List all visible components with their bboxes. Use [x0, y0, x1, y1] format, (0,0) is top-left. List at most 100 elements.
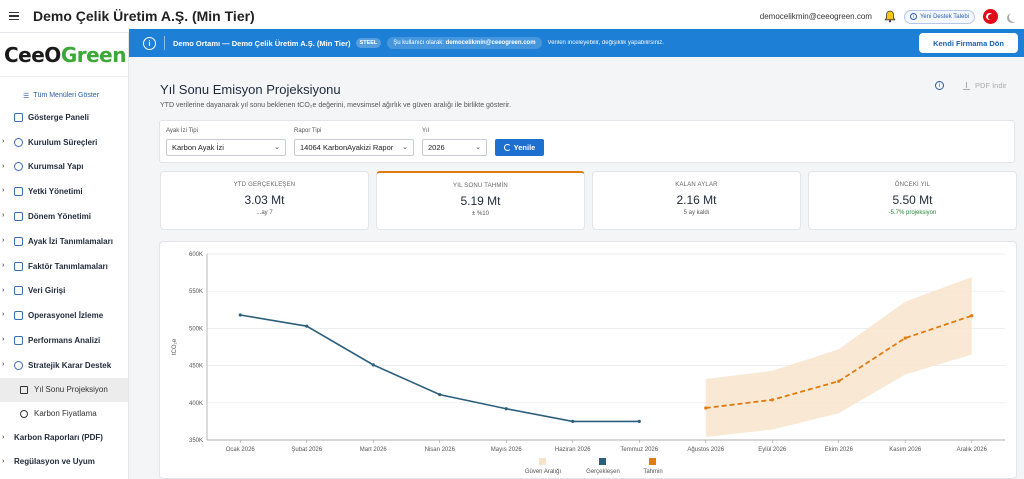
info-icon[interactable]: i: [935, 81, 944, 90]
report-type-select[interactable]: 14064 KarbonAyakizi Rapor ⌄: [294, 139, 414, 156]
sidebar-item[interactable]: › Dönem Yönetimi: [0, 204, 128, 229]
sidebar-item-label: Kurumsal Yapı: [28, 162, 84, 172]
legend-swatch: [649, 458, 656, 465]
refresh-icon: [503, 144, 511, 151]
kpi-value: 3.03 Mt: [244, 193, 285, 207]
sidebar-subitem[interactable]: Karbon Fiyatlama: [0, 402, 128, 426]
y-tick-label: 400K: [189, 401, 203, 407]
gear-icon: [14, 162, 23, 172]
hamburger-menu-icon[interactable]: [5, 8, 27, 25]
y-tick-label: 550K: [189, 289, 203, 295]
new-support-ticket-button[interactable]: i Yeni Destek Talebi: [903, 9, 975, 24]
year-label: Yıl: [422, 128, 430, 134]
chevron-right-icon: ›: [2, 311, 5, 319]
pdf-download-button[interactable]: PDF İndir: [963, 81, 1007, 90]
top-bar: Demo Çelik Üretim A.Ş. (Min Tier) democe…: [0, 0, 1024, 33]
kpi-value: 2.16 Mt: [676, 193, 717, 207]
sidebar-item-label: Karbon Raporları (PDF): [14, 433, 103, 443]
calendar-icon: [14, 212, 23, 222]
turkish-flag-icon[interactable]: [983, 9, 998, 24]
actual-point[interactable]: [238, 313, 242, 317]
banner-title: Demo Ortamı — Demo Çelik Üretim A.Ş. (Mi…: [173, 38, 351, 48]
gear-icon: [14, 137, 23, 147]
sidebar-item[interactable]: › Yetki Yönetimi: [0, 179, 128, 204]
list-icon: [20, 385, 28, 394]
kpi-sub: 5 ay kaldı: [683, 210, 710, 216]
x-tick-label: Ocak 2026: [226, 447, 256, 453]
sidebar-item-label: Operasyonel İzleme: [28, 311, 104, 321]
monitor-icon: [14, 311, 23, 321]
logo[interactable]: CeeOGreen: [0, 33, 128, 77]
chevron-right-icon: ›: [2, 286, 5, 294]
report-type-label: Rapor Tipi: [294, 128, 322, 134]
sidebar-item[interactable]: › Faktör Tanımlamaları: [0, 254, 128, 279]
kpi-card-previous-year: ÖNCEKİ YIL 5.50 Mt -5.7% projeksiyon: [808, 171, 1017, 230]
report-type-value: 14064 KarbonAyakizi Rapor: [300, 143, 394, 152]
forecast-point[interactable]: [704, 406, 708, 410]
x-tick-label: Eylül 2026: [758, 447, 787, 453]
year-select[interactable]: 2026 ⌄: [422, 139, 487, 156]
forecast-point[interactable]: [970, 314, 974, 318]
legend-label[interactable]: Güven Aralığı: [525, 469, 562, 475]
bell-icon[interactable]: [884, 10, 896, 23]
sidebar-subitem[interactable]: Yıl Sonu Projeksiyon: [0, 377, 128, 402]
y-tick-label: 500K: [189, 326, 203, 332]
home-icon: [14, 112, 23, 122]
sidebar-item[interactable]: › Kurulum Süreçleri: [0, 130, 128, 155]
sidebar-item[interactable]: › Performans Analizi: [0, 328, 128, 353]
forecast-point[interactable]: [837, 379, 841, 383]
actual-point[interactable]: [305, 324, 309, 328]
chevron-down-icon: ⌄: [274, 144, 280, 151]
forecast-point[interactable]: [903, 336, 907, 340]
chevron-right-icon: ›: [2, 137, 5, 145]
forecast-point[interactable]: [770, 398, 774, 402]
kpi-card-remaining-months: KALAN AYLAR 2.16 Mt 5 ay kaldı: [592, 171, 801, 230]
moon-icon[interactable]: [1009, 12, 1019, 22]
user-email[interactable]: democelikmin@ceeogreen.com: [759, 12, 872, 21]
actual-point[interactable]: [438, 393, 442, 397]
actual-point[interactable]: [504, 407, 508, 411]
info-icon: i: [143, 36, 156, 50]
support-label: Yeni Destek Talebi: [919, 13, 969, 20]
pill-email: democelikmin@ceeogreen.com: [445, 40, 536, 46]
sidebar-item[interactable]: › Ayak İzi Tanımlamaları: [0, 229, 128, 254]
footprint-type-select[interactable]: Karbon Ayak İzi ⌄: [166, 139, 286, 156]
show-all-menus-button[interactable]: ☰ Tüm Menüleri Göster: [0, 77, 128, 105]
sidebar-item-label: Veri Girişi: [28, 286, 66, 296]
kpi-value: 5.50 Mt: [892, 193, 933, 207]
actual-point[interactable]: [371, 363, 375, 367]
sidebar-item[interactable]: › Stratejik Karar Destek: [0, 353, 128, 378]
refresh-button[interactable]: Yenile: [495, 139, 544, 156]
sidebar-item-regulation[interactable]: › Regülasyon ve Uyum: [0, 450, 128, 474]
speedometer-icon: [14, 336, 23, 346]
chevron-right-icon: ›: [2, 212, 5, 220]
show-all-menus-label: Tüm Menüleri Göster: [33, 92, 100, 99]
sidebar-item-label: Ayak İzi Tanımlamaları: [28, 236, 113, 246]
kpi-sub: -5.7% projeksiyon: [888, 210, 937, 216]
sidebar-item-label: Regülasyon ve Uyum: [14, 457, 95, 467]
legend-label[interactable]: Gerçekleşen: [586, 469, 620, 475]
legend-label[interactable]: Tahmin: [643, 469, 662, 475]
pill-prefix: Şu kullanıcı olarak:: [393, 40, 444, 46]
download-icon: [963, 81, 970, 90]
sidebar-item-label: Kurulum Süreçleri: [28, 137, 98, 147]
y-tick-label: 350K: [189, 438, 203, 444]
filter-panel: Ayak İzi Tipi Karbon Ayak İzi ⌄ Rapor Ti…: [159, 120, 1015, 163]
sidebar-item-reports[interactable]: › Karbon Raporları (PDF): [0, 426, 128, 450]
actual-point[interactable]: [637, 419, 641, 423]
refresh-label: Yenile: [513, 143, 536, 152]
kpi-label: ÖNCEKİ YIL: [894, 182, 931, 188]
page-subtitle: YTD verilerine dayanarak yıl sonu beklen…: [160, 102, 511, 109]
return-to-my-company-button[interactable]: Kendi Firmama Dön: [919, 33, 1018, 53]
sidebar-item[interactable]: › Kurumsal Yapı: [0, 155, 128, 180]
chevron-down-icon: ⌄: [475, 144, 481, 151]
sidebar-item[interactable]: › Operasyonel İzleme: [0, 303, 128, 328]
actual-point[interactable]: [571, 419, 575, 423]
sidebar-subitem-label: Karbon Fiyatlama: [34, 409, 97, 419]
sidebar-item[interactable]: Gösterge Paneli: [0, 105, 128, 130]
logo-text-green: Green: [60, 42, 127, 67]
coin-icon: [20, 409, 28, 418]
kpi-label: YIL SONU TAHMİN: [453, 183, 508, 189]
sidebar-item[interactable]: › Veri Girişi: [0, 279, 128, 304]
bar-chart-icon: [14, 261, 23, 271]
